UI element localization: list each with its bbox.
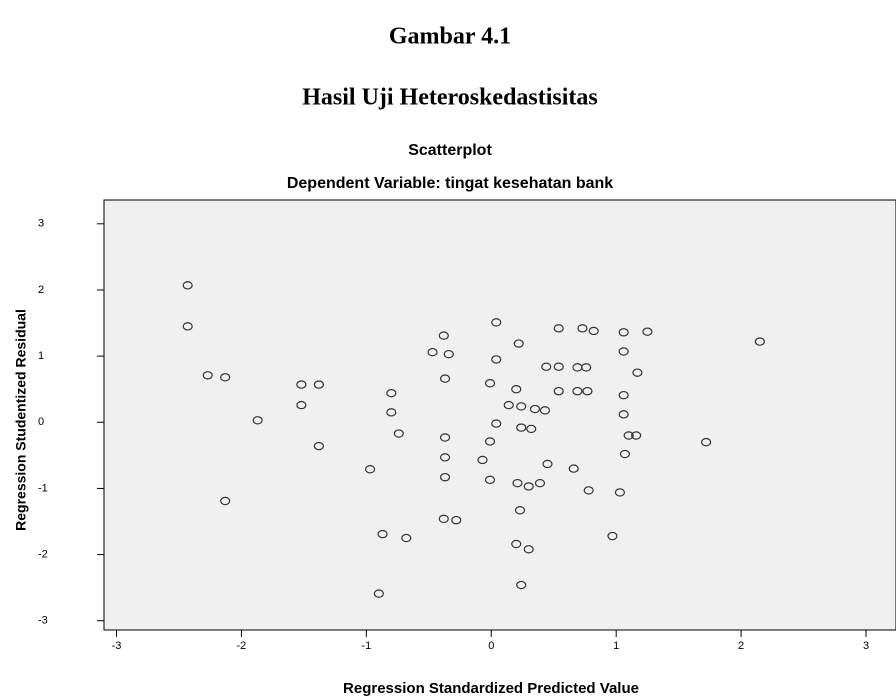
x-axis-label: Regression Standardized Predicted Value: [343, 680, 639, 697]
x-tick-label: 2: [738, 640, 744, 652]
y-tick-label: -1: [38, 482, 48, 494]
y-tick-label: -3: [38, 615, 48, 627]
page: Gambar 4.1 Hasil Uji Heteroskedastisitas…: [0, 0, 896, 697]
plot-area: [104, 200, 896, 630]
chart-subtitle: Dependent Variable: tingat kesehatan ban…: [287, 175, 613, 192]
x-tick-label: 3: [863, 640, 869, 652]
chart-title: Scatterplot: [408, 142, 492, 159]
x-tick-label: -2: [237, 640, 247, 652]
x-tick-label: -3: [112, 640, 122, 652]
y-axis-label: Regression Studentized Residual: [13, 309, 29, 531]
x-tick-label: 1: [613, 640, 619, 652]
figure-heading: Hasil Uji Heteroskedastisitas: [302, 85, 598, 111]
y-tick-label: -2: [38, 548, 48, 560]
y-tick-label: 2: [38, 284, 44, 296]
figure-number: Gambar 4.1: [389, 24, 511, 50]
x-tick-label: -1: [361, 640, 371, 652]
x-tick-label: 0: [488, 640, 494, 652]
y-tick-label: 0: [38, 416, 44, 428]
y-tick-label: 3: [38, 218, 44, 230]
y-tick-label: 1: [38, 350, 44, 362]
